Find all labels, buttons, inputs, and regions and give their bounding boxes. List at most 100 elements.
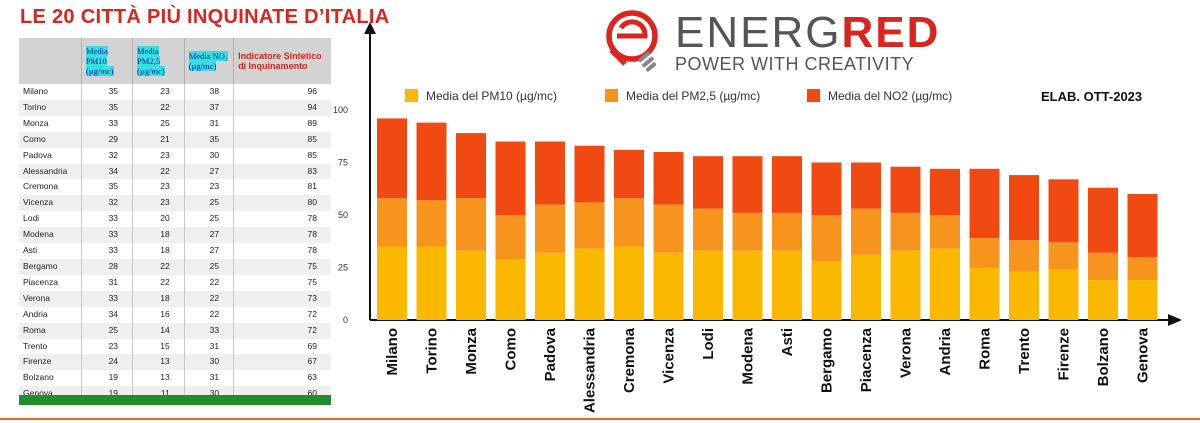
table-title: LE 20 CITTÀ PIÙ INQUINATE D’ITALIA: [20, 6, 390, 28]
value-cell: 81: [307, 181, 317, 192]
bar-pm10-piacenza: [851, 254, 881, 320]
col-header-no2: Media NO₂ (µg/mc): [184, 38, 235, 84]
x-tick-label: Milano: [384, 328, 401, 376]
bar-pm10-como: [495, 259, 526, 320]
x-tick-label: Modena: [740, 327, 757, 384]
col-header-pm10: Media PM10 (µg/mc): [81, 38, 134, 84]
city-cell: Verona: [19, 290, 82, 307]
y-tick-label: 25: [338, 263, 348, 273]
value-cell: 27: [184, 243, 235, 259]
city-cell: Trento: [19, 338, 82, 355]
value-cell: 37: [184, 99, 235, 116]
value-cell: 78: [307, 245, 317, 256]
x-tick-label: Padova: [542, 327, 559, 381]
table-row: Como 29 21 35 85: [19, 131, 331, 148]
bar-pm10-genova: [1127, 280, 1158, 320]
bar-no2-verona: [890, 166, 921, 213]
value-cell: 31: [184, 115, 235, 132]
legend-label-no2: Media del NO2 (µg/mc): [828, 89, 953, 103]
bar-pm25-cremona: [614, 198, 644, 247]
bar-no2-piacenza: [851, 162, 881, 209]
bar-pm25-piacenza: [851, 208, 881, 255]
value-cell: 33: [81, 290, 134, 307]
col-header-pm25: Media PM2,5 (µg/mc): [132, 38, 185, 84]
y-axis-arrow: [364, 22, 376, 34]
value-cell: 22: [184, 290, 235, 307]
value-cell: 23: [184, 179, 235, 196]
value-cell: 25: [81, 322, 134, 339]
bar-pm10-bergamo: [811, 261, 842, 320]
col-header-indicator: Indicatore Sintetico di Inquinamento: [233, 38, 331, 84]
table-row: Torino 35 22 37 94: [19, 99, 331, 116]
bar-no2-asti: [772, 156, 802, 213]
legend-swatch-no2: [807, 89, 820, 102]
legend-label-pm10: Media del PM10 (µg/mc): [426, 89, 557, 103]
value-cell: 29: [81, 131, 134, 148]
legend-swatch-pm25: [605, 89, 618, 102]
y-tick-label: 75: [338, 158, 348, 168]
bar-no2-modena: [732, 156, 763, 213]
bar-pm10-monza: [456, 250, 486, 320]
value-cell: 23: [132, 84, 185, 100]
city-cell: Roma: [19, 322, 82, 339]
table-row: Padova 32 23 30 85: [19, 147, 331, 164]
bar-no2-firenze: [1048, 179, 1079, 243]
bar-no2-torino: [416, 122, 447, 201]
value-cell: 38: [184, 84, 235, 100]
value-cell: 25: [184, 258, 235, 275]
bar-pm25-roma: [969, 238, 1000, 268]
value-cell: 23: [132, 179, 185, 196]
bar-pm10-vicenza: [653, 252, 684, 320]
bar-pm25-genova: [1127, 257, 1158, 281]
bar-no2-andria: [930, 168, 960, 215]
value-cell: 96: [307, 86, 317, 96]
table-row: Bergamo 28 22 25 75: [19, 258, 331, 275]
bar-pm10-roma: [969, 267, 1000, 320]
bar-pm25-modena: [732, 212, 763, 251]
y-tick-label: 50: [338, 210, 348, 220]
x-tick-label: Monza: [463, 327, 480, 374]
table-row: Piacenza 31 22 22 75: [19, 274, 331, 291]
bar-pm10-andria: [930, 248, 960, 320]
table-row: Milano 35 23 38 96: [19, 84, 331, 100]
city-cell: Andria: [19, 306, 82, 323]
bar-no2-bolzano: [1088, 187, 1118, 253]
bar-pm10-modena: [732, 250, 763, 320]
x-tick-label: Torino: [424, 328, 441, 374]
value-cell: 94: [233, 99, 331, 116]
value-cell: 35: [81, 179, 134, 196]
value-cell: 78: [233, 227, 331, 244]
elaboration-note: ELAB. OTT-2023: [1041, 89, 1143, 104]
bar-pm10-torino: [416, 246, 447, 320]
stacked-bar-chart: 0 25 50 75 100 Milano Torino Monza Como Padova Ale…: [333, 22, 1182, 413]
energy-bulb-icon: [606, 10, 658, 72]
value-cell: 33: [81, 115, 134, 132]
table-row: Asti 33 18 27 78: [19, 243, 331, 259]
value-cell: 67: [233, 354, 331, 371]
value-cell: 23: [132, 195, 185, 212]
bar-pm10-milano: [377, 246, 407, 320]
city-cell: Cremona: [19, 179, 82, 196]
x-tick-label: Verona: [898, 327, 915, 378]
bar-pm10-trento: [1009, 271, 1039, 320]
green-stripe: [19, 395, 331, 405]
bar-pm25-verona: [890, 212, 921, 251]
value-cell: 18: [132, 243, 185, 259]
bar-pm10-lodi: [693, 250, 723, 320]
city-cell: Firenze: [19, 354, 82, 371]
bar-pm25-alessandria: [574, 202, 605, 249]
legend-swatch-pm10: [405, 89, 418, 102]
value-cell: 20: [132, 211, 185, 228]
value-cell: 80: [233, 195, 331, 212]
value-cell: 31: [184, 338, 235, 355]
value-cell: 28: [81, 258, 134, 275]
x-tick-label: Genova: [1135, 327, 1152, 383]
legend-item-pm10: Media del PM10 (µg/mc): [405, 89, 557, 103]
bar-no2-trento: [1009, 175, 1039, 241]
value-cell: 33: [184, 322, 235, 339]
city-cell: Como: [19, 131, 82, 148]
value-cell: 22: [132, 163, 185, 180]
value-cell: 18: [132, 227, 185, 244]
table-row: Andria 34 16 22 72: [19, 306, 331, 323]
bar-pm25-milano: [377, 198, 407, 247]
